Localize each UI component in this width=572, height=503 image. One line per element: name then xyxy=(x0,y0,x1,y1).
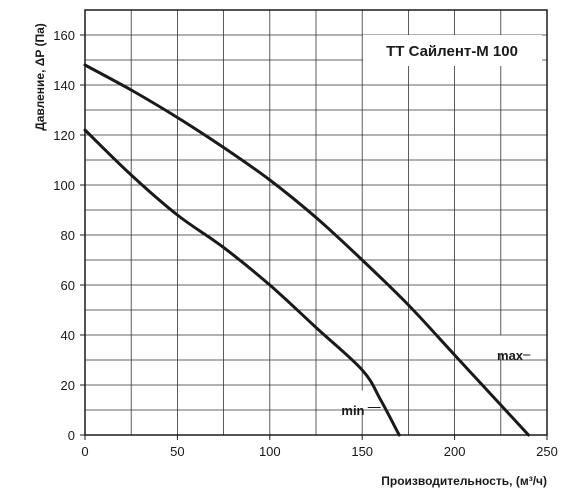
plot-frame xyxy=(84,9,548,436)
series-label-max: max xyxy=(497,348,524,363)
series-line-min xyxy=(83,128,401,437)
y-tick-label: 20 xyxy=(61,378,75,393)
y-axis-title: Давление, ΔP (Па) xyxy=(33,23,47,131)
y-tick-label: 140 xyxy=(53,78,75,93)
y-tick-label: 160 xyxy=(53,28,75,43)
y-tick-label: 60 xyxy=(61,278,75,293)
y-tick-label: 120 xyxy=(53,128,75,143)
x-tick-label: 250 xyxy=(536,444,558,459)
x-tick-label: 200 xyxy=(444,444,466,459)
x-tick-label: 100 xyxy=(259,444,281,459)
x-tick-label: 0 xyxy=(81,444,88,459)
x-tick-label: 50 xyxy=(170,444,184,459)
y-tick-label: 40 xyxy=(61,328,75,343)
series-line-max xyxy=(83,63,530,437)
chart-title: ТТ Сайлент-М 100 xyxy=(386,43,518,60)
x-tick-label: 150 xyxy=(351,444,373,459)
x-axis-title: Производительность, (м³/ч) xyxy=(381,474,547,488)
y-tick-label: 80 xyxy=(61,228,75,243)
series-lines xyxy=(83,63,530,437)
y-tick-label: 100 xyxy=(53,178,75,193)
title-box xyxy=(363,35,542,66)
tick-labels: 0 50 100 150 200 250 0 20 40 60 80 100 120 140 160 xyxy=(53,28,558,459)
series-label-bg-max xyxy=(493,335,532,354)
series-labels: max min xyxy=(338,335,532,418)
series-label-bg-min xyxy=(338,390,371,409)
series-label-min: min xyxy=(341,403,364,418)
y-tick-label: 0 xyxy=(68,428,75,443)
